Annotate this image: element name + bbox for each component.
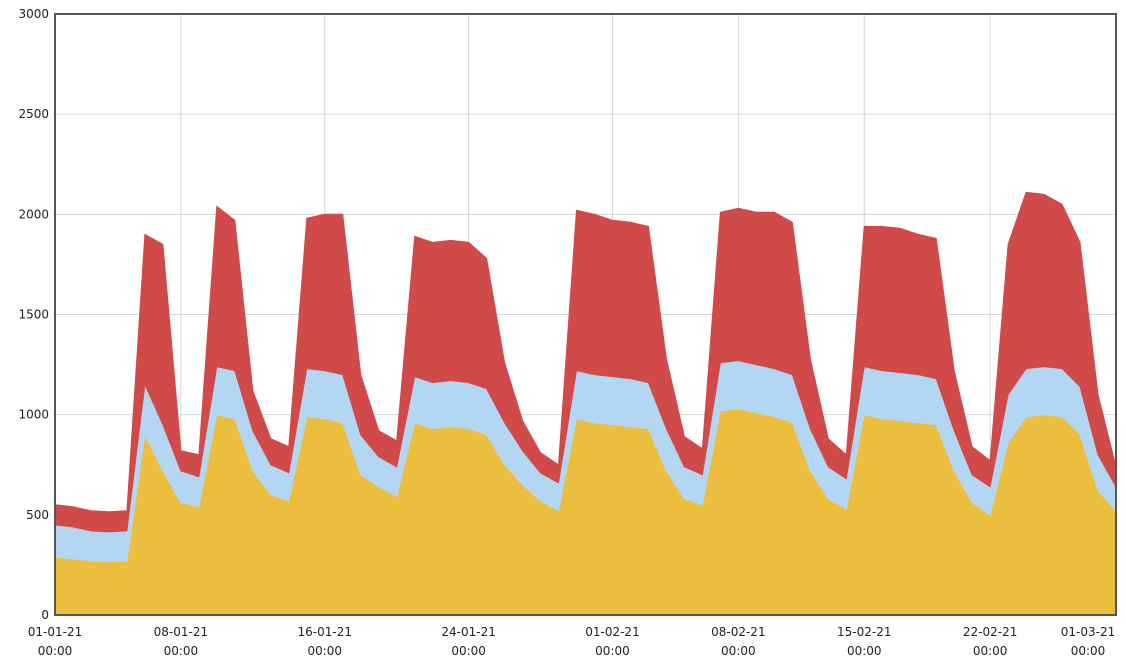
y-tick-label: 500: [26, 508, 49, 522]
x-tick-label: 01-01-21 00:00: [28, 625, 82, 658]
x-tick-label: 08-02-21 00:00: [711, 625, 765, 658]
y-tick-label: 1500: [18, 308, 49, 322]
x-axis: 01-01-21 00:00 08-01-21 00:00 16-01-21 00:00 2…: [28, 625, 1115, 658]
y-tick-label: 0: [41, 608, 49, 622]
x-tick-label: 24-01-21 00:00: [441, 625, 495, 658]
y-tick-label: 1000: [18, 408, 49, 422]
x-tick-label: 08-01-21 00:00: [154, 625, 208, 658]
area-series: [54, 191, 1117, 616]
y-tick-label: 2000: [18, 207, 49, 221]
x-tick-label: 01-02-21 00:00: [585, 625, 639, 658]
x-tick-label: 15-02-21 00:00: [837, 625, 891, 658]
x-tick-label: 16-01-21 00:00: [298, 625, 352, 658]
y-tick-label: 3000: [18, 7, 49, 21]
y-axis: 0 500 1000 1500 2000 2500 3000: [18, 7, 49, 622]
x-tick-label: 22-02-21 00:00: [963, 625, 1017, 658]
x-tick-label: 01-03-21 00:00: [1061, 625, 1115, 658]
y-tick-label: 2500: [18, 107, 49, 121]
plot-frame: [54, 13, 1117, 616]
